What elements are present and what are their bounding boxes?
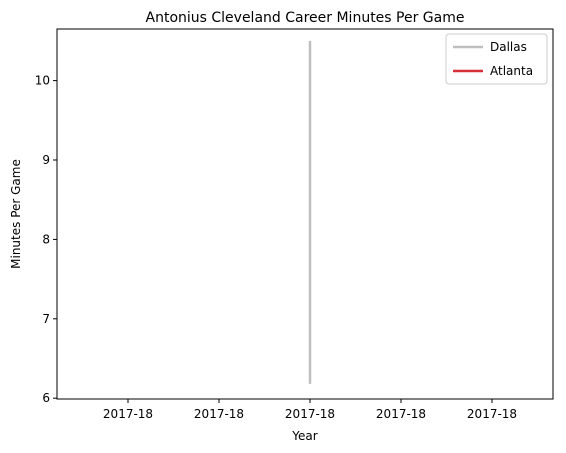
- chart-title: Antonius Cleveland Career Minutes Per Ga…: [146, 10, 465, 26]
- x-tick-label: 2017-18: [285, 407, 335, 421]
- x-tick-label: 2017-18: [376, 407, 426, 421]
- y-tick-label: 10: [35, 74, 50, 88]
- legend: Dallas Atlanta: [445, 33, 548, 85]
- legend-label-dallas: Dallas: [490, 40, 527, 54]
- legend-label-atlanta: Atlanta: [490, 64, 533, 78]
- y-axis-ticks: 6 7 8 9 10: [35, 74, 57, 405]
- x-tick-label: 2017-18: [194, 407, 244, 421]
- y-tick-label: 7: [42, 312, 50, 326]
- y-tick-label: 6: [42, 391, 50, 405]
- y-tick-label: 9: [42, 153, 50, 167]
- y-tick-label: 8: [42, 232, 50, 246]
- plot-area: [56, 28, 554, 400]
- x-axis-label: Year: [291, 429, 317, 443]
- x-tick-label: 2017-18: [467, 407, 517, 421]
- y-axis-label: Minutes Per Game: [9, 159, 23, 269]
- x-tick-label: 2017-18: [103, 407, 153, 421]
- x-axis-ticks: 2017-18 2017-18 2017-18 2017-18 2017-18: [103, 399, 517, 421]
